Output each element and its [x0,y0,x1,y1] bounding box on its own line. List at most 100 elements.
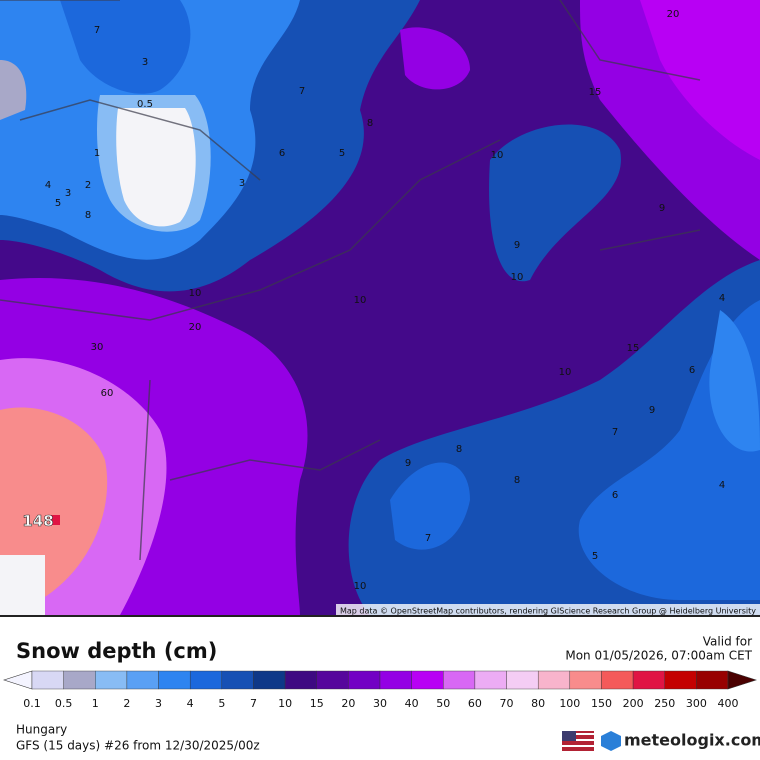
contour-label: 1 [94,148,100,159]
flag [562,731,594,751]
attribution-bg [336,604,760,615]
border [0,0,701,561]
colorbar-label: 5 [218,697,225,710]
colorbar-label: 20 [341,697,355,710]
contour-label: 4 [719,293,725,304]
contour-label: 10 [354,295,367,306]
colorbar-label: 15 [310,697,324,710]
colorbar-label: 100 [559,697,580,710]
snow-area [116,108,196,227]
colorbar-label: 250 [654,697,675,710]
colorbar-box [158,670,191,690]
contour-label: 20 [189,322,202,333]
snow-area [390,462,470,550]
colorbar-box [443,670,476,690]
colorbar-label: 4 [187,697,194,710]
contour-label: 9 [405,458,411,469]
colorbar-box [664,670,697,690]
contour-label: 10 [491,150,504,161]
colorbar-label: 0.5 [55,697,73,710]
attribution: Map data © OpenStreetMap contributors, r… [340,607,756,616]
colorbar-box [221,670,254,690]
colorbar-box [537,670,571,690]
contour-label: 30 [91,342,104,353]
map: 1 4 8 Map data © OpenStreetMap contributor… [0,0,760,616]
colorbar-box [126,670,159,690]
region: Hungary [16,723,67,737]
colorbar-box [474,670,507,690]
flag-canton [562,731,576,741]
colorbar-box [284,670,317,690]
contour-label: 15 [627,343,640,354]
colorbar-high-arrow [727,670,757,690]
contour-label: 3 [65,188,71,199]
contour-label: 8 [456,444,462,455]
valid-time: Mon 01/05/2026, 07:00am CET [565,649,752,663]
contour-label: 5 [55,198,61,209]
brand-icon [601,731,621,751]
colorbar-box [569,670,602,690]
colorbar-label: 60 [468,697,482,710]
contour-label: 7 [94,25,100,36]
snow-area [60,0,191,94]
colorbar-box [189,670,223,690]
colorbar-label: 400 [718,697,739,710]
contour-label: 7 [425,533,431,544]
contour-label: 6 [612,490,618,501]
contour-label: 15 [589,87,602,98]
contour-label: 8 [85,210,91,221]
colorbar-box [506,670,539,690]
colorbar-box [601,670,634,690]
colorbar-label: 50 [436,697,450,710]
colorbar-label: 40 [405,697,419,710]
contour-label: 8 [367,118,373,129]
contour-label: 7 [299,86,305,97]
contour-label: 3 [239,178,245,189]
contour-label: 9 [659,203,665,214]
snow-area [489,124,621,282]
snow-area [400,27,470,90]
contour-label: 5 [592,551,598,562]
max-marker [50,515,60,525]
contour-label: 10 [189,288,202,299]
contour-label: 4 [719,480,725,491]
colorbar-box [348,670,381,690]
contour-label: 6 [689,365,695,376]
contour-label: 10 [354,581,367,592]
colorbar-label: 200 [623,697,644,710]
snow-area [0,60,27,120]
contour-label: 5 [339,148,345,159]
contour-label: 6 [279,148,285,159]
contour-label: 9 [649,405,655,416]
colorbar-label: 7 [250,697,257,710]
colorbar-box [63,670,96,690]
snow-area [709,310,760,452]
colorbar-label: 3 [155,697,162,710]
valid-label: Valid for [703,635,752,649]
colorbar-label: 30 [373,697,387,710]
contour-label: 9 [514,240,520,251]
colorbar-low-arrow [3,670,33,690]
colorbar-label: 10 [278,697,292,710]
colorbar: 0.1 0.5 1 2 3 4 5 7 10 15 20 30 40 50 60 70 80 100 150 200 2… [3,670,757,710]
colorbar-box [316,670,349,690]
colorbar-box [411,670,444,690]
colorbar-box [379,670,412,690]
model-run: GFS (15 days) #26 from 12/30/2025/00z [16,739,260,753]
colorbar-box [696,670,729,690]
contour-label: 2 [85,180,91,191]
colorbar-label: 2 [123,697,130,710]
contour-label: 0.5 [137,99,153,110]
brand: meteologix.com [624,731,760,750]
contour-label: 20 [667,9,680,20]
contour-label: 3 [142,57,148,68]
contour-label: 4 [45,180,51,191]
colorbar-label: 1 [92,697,99,710]
colorbar-label: 70 [500,697,514,710]
colorbar-label: 300 [686,697,707,710]
colorbar-box [253,670,286,690]
colorbar-label: 80 [531,697,545,710]
contour-label: 10 [559,367,572,378]
